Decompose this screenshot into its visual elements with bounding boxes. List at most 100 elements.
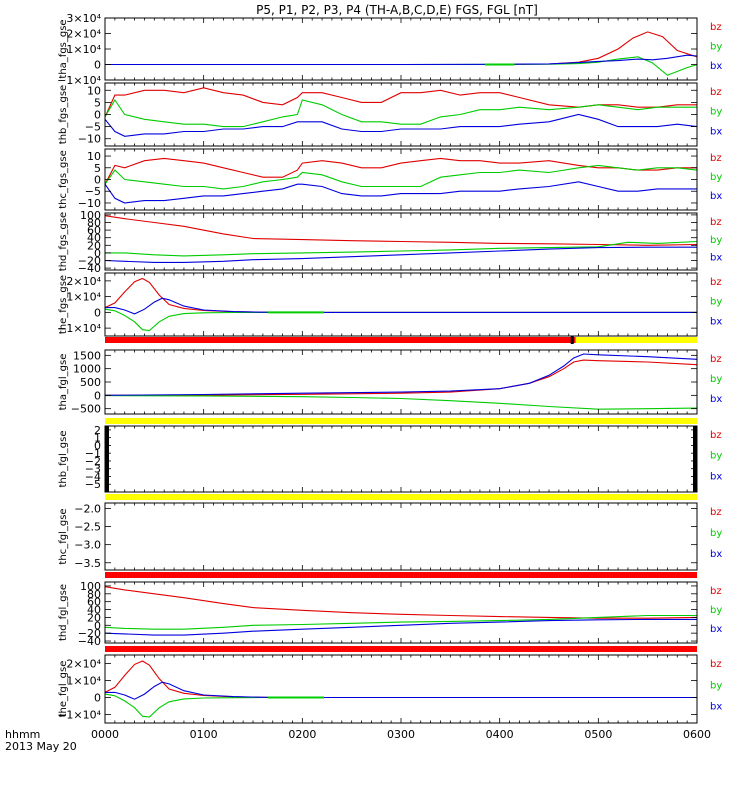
legend-by: by xyxy=(710,41,722,52)
legend-by: by xyxy=(710,605,722,616)
series-group xyxy=(105,31,697,76)
y-tick-label: −1×10⁴ xyxy=(57,709,101,722)
legend-bz: bz xyxy=(710,507,722,518)
y-tick-label: −10 xyxy=(78,197,101,210)
series-group xyxy=(105,586,697,636)
time-tick-label: 0100 xyxy=(190,728,218,741)
legend-by: by xyxy=(710,451,722,462)
y-tick-label: 1500 xyxy=(73,349,101,362)
time-tick-label: 0500 xyxy=(584,728,612,741)
status-bar-red xyxy=(105,572,697,578)
panel-thb_fgl_gse: 210−1−2−3−4−5 thb_fgl_gse bz by bx xyxy=(58,424,722,500)
y-tick-label: 20 xyxy=(87,239,101,252)
series-line-bx xyxy=(105,54,697,66)
y-tick-label: −20 xyxy=(78,627,101,640)
y-tick-label: −2.5 xyxy=(74,521,101,534)
y-tick-label: 2 xyxy=(94,424,101,437)
legend-bx: bx xyxy=(710,624,722,635)
y-tick-label: −3 xyxy=(85,463,101,476)
series-line-bx xyxy=(105,297,697,315)
legend-by: by xyxy=(710,374,722,385)
series-group xyxy=(105,215,697,263)
y-tick-label: 1×10⁴ xyxy=(66,291,101,304)
legend-bz: bz xyxy=(710,22,722,33)
series-line-bx xyxy=(105,181,697,204)
right-edge-mark xyxy=(693,426,697,492)
y-tick-label: 2×10⁴ xyxy=(66,28,101,41)
series-line-bx xyxy=(105,113,697,137)
time-axis-unit-label: hhmm xyxy=(5,728,40,741)
status-bar-marker xyxy=(570,336,574,344)
y-tick-label: −40 xyxy=(78,262,101,275)
legend-by: by xyxy=(710,172,722,183)
legend-bz: bz xyxy=(710,430,722,441)
y-axis-label: thc_fgl_gse xyxy=(58,508,69,564)
y-tick-label: 100 xyxy=(80,580,101,593)
y-tick-label: 80 xyxy=(87,217,101,230)
legend-bz: bz xyxy=(710,277,722,288)
series-line-bx xyxy=(105,246,697,263)
y-tick-label: 1000 xyxy=(73,363,101,376)
series-line-bz xyxy=(105,215,697,246)
y-tick-label: 3×10⁴ xyxy=(66,12,101,25)
legend-bx: bx xyxy=(710,702,722,713)
y-axis-label: thc_fgs_gse xyxy=(58,150,69,209)
y-tick-label: −3.5 xyxy=(74,557,101,570)
series-line-bx xyxy=(105,618,697,636)
y-tick-label: −1×10⁴ xyxy=(57,74,101,87)
status-bar-red xyxy=(105,337,576,343)
time-tick-label: 0300 xyxy=(387,728,415,741)
figure-title: P5, P1, P2, P3, P4 (TH-A,B,C,D,E) FGS, F… xyxy=(256,3,538,17)
y-tick-label: 0 xyxy=(94,439,101,452)
legend-bz: bz xyxy=(710,217,722,228)
legend-bx: bx xyxy=(710,191,722,202)
y-tick-label: 1×10⁴ xyxy=(66,43,101,56)
y-tick-label: 2×10⁴ xyxy=(66,275,101,288)
series-line-by xyxy=(105,614,697,630)
series-group xyxy=(105,87,697,137)
panel-thc_fgl_gse: −2.0 −2.5 −3.0 −3.5 thc_fgl_gse bz by bx xyxy=(58,502,722,578)
time-axis: 0000 0100 0200 0300 0400 0500 0600 xyxy=(91,728,711,741)
y-tick-label: 0 xyxy=(94,174,101,187)
y-tick-label: 1 xyxy=(94,432,101,445)
y-tick-label: −1×10⁴ xyxy=(57,322,101,335)
legend-by: by xyxy=(710,528,722,539)
y-tick-label: −500 xyxy=(71,403,101,416)
legend-bx: bx xyxy=(710,471,722,482)
y-tick-label: −3.0 xyxy=(74,539,101,552)
y-tick-label: 0 xyxy=(94,692,101,705)
y-tick-label: 1×10⁴ xyxy=(66,675,101,688)
legend-bz: bz xyxy=(710,87,722,98)
y-tick-label: 5 xyxy=(94,162,101,175)
series-line-by xyxy=(105,395,697,410)
y-tick-label: −10 xyxy=(78,133,101,146)
y-tick-label: 0 xyxy=(94,109,101,122)
left-edge-mark xyxy=(105,426,109,492)
series-group xyxy=(105,157,697,204)
series-line-by xyxy=(105,240,697,257)
y-tick-label: 10 xyxy=(87,84,101,97)
y-tick-label: 0 xyxy=(94,389,101,402)
series-line-bx xyxy=(105,353,697,396)
y-tick-label: 0 xyxy=(94,619,101,632)
legend-bz: bz xyxy=(710,354,722,365)
y-tick-label: −4 xyxy=(85,470,101,483)
y-tick-label: −2.0 xyxy=(74,502,101,515)
y-tick-label: 80 xyxy=(87,588,101,601)
y-tick-label: 10 xyxy=(87,150,101,163)
legend-by: by xyxy=(710,107,722,118)
series-group xyxy=(105,353,697,410)
series-line-by xyxy=(105,164,697,190)
y-tick-label: 500 xyxy=(80,376,101,389)
y-tick-label: 0 xyxy=(94,59,101,72)
time-tick-label: 0000 xyxy=(91,728,119,741)
legend-bx: bx xyxy=(710,61,722,72)
status-bar-yellow xyxy=(575,337,697,343)
y-tick-label: 60 xyxy=(87,224,101,237)
legend-bx: bx xyxy=(710,253,722,264)
y-axis-label: thb_fgl_gse xyxy=(58,431,69,488)
